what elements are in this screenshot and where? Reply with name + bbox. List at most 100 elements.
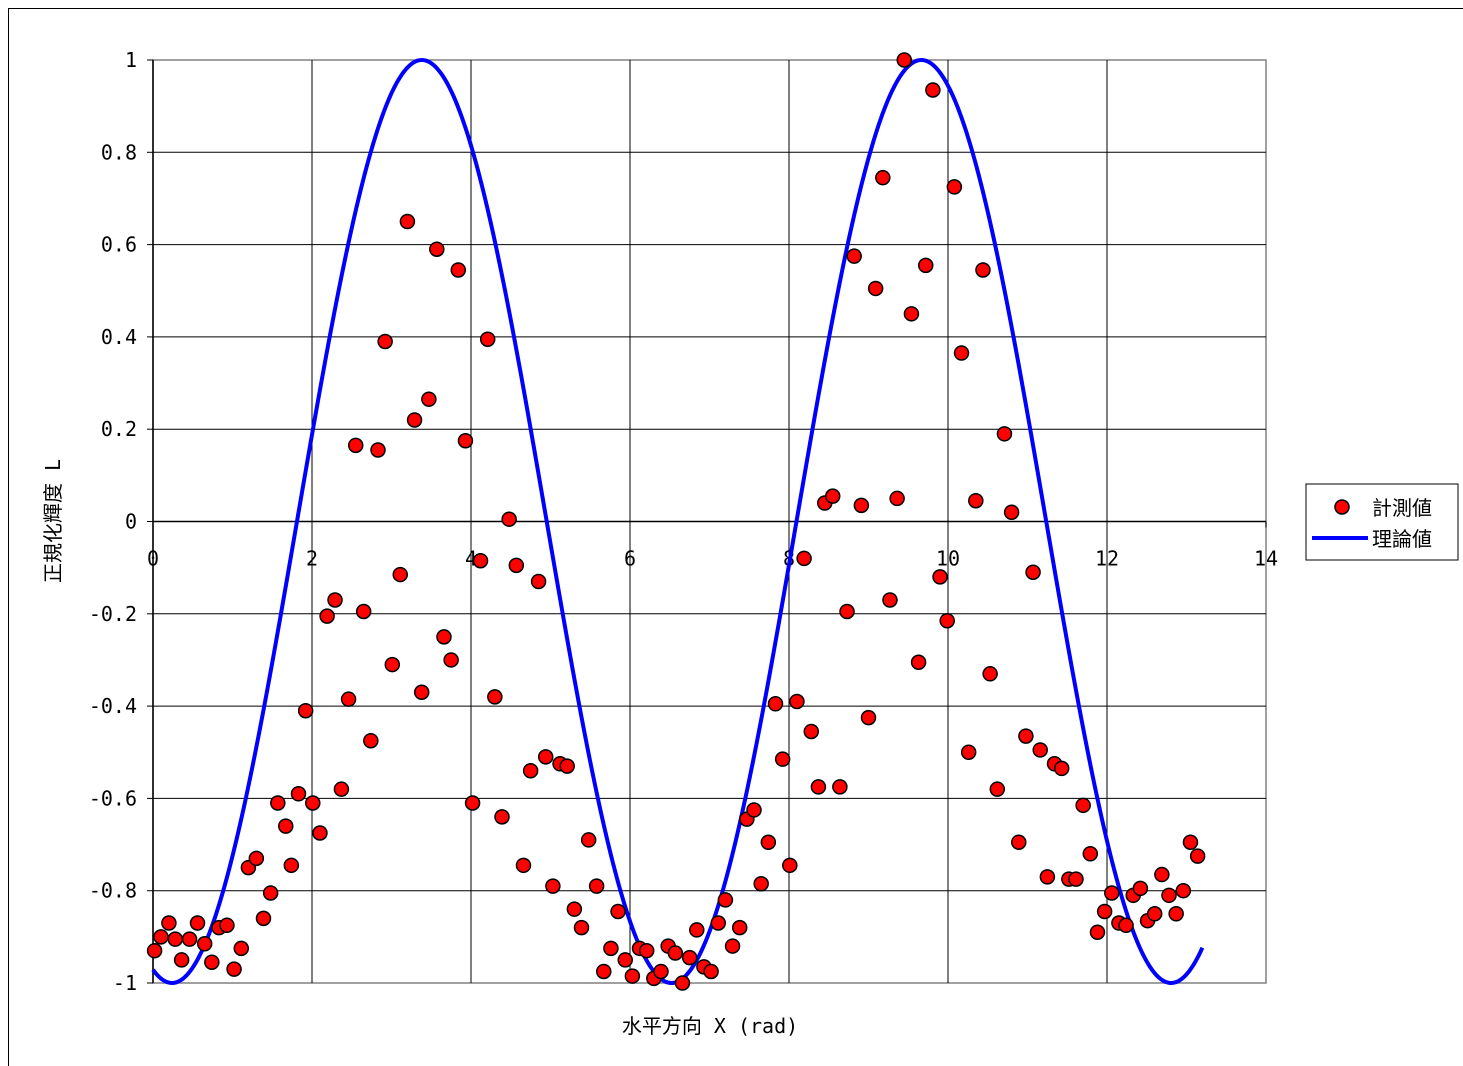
measured-point — [559, 758, 575, 774]
measured-point — [1175, 882, 1192, 899]
measured-point — [363, 732, 379, 749]
measured-point — [767, 696, 784, 712]
legend-scatter-marker — [1334, 499, 1350, 515]
measured-point — [501, 511, 517, 527]
measured-point — [153, 929, 169, 945]
measured-point — [283, 857, 300, 874]
measured-point — [753, 876, 769, 892]
measured-point — [436, 629, 452, 645]
measured-point — [1011, 834, 1027, 850]
measured-point — [333, 781, 350, 797]
measured-point — [832, 779, 848, 795]
plot-area: -1-0.8-0.6-0.4-0.200.20.40.60.81 0 2 4 6 8 10… — [89, 48, 1278, 995]
measured-point — [181, 931, 198, 947]
measured-point — [196, 936, 213, 952]
measured-point — [803, 723, 820, 740]
measured-point — [494, 809, 510, 825]
measured-point — [248, 850, 265, 867]
measured-point — [746, 802, 762, 818]
measured-point — [1104, 885, 1120, 901]
measured-point — [255, 910, 272, 927]
measured-point — [903, 306, 920, 322]
measured-point — [596, 963, 612, 980]
measured-point — [1146, 906, 1163, 922]
measured-point — [996, 426, 1013, 442]
measured-point — [960, 744, 977, 760]
measured-point — [1189, 848, 1206, 864]
measured-point — [450, 262, 467, 278]
legend-label-theory: 理論値 — [1372, 527, 1432, 551]
measured-point — [573, 919, 590, 936]
measured-point — [161, 915, 177, 931]
measured-point — [724, 938, 741, 954]
measured-point — [270, 795, 286, 811]
measured-point — [624, 968, 641, 984]
y-tick-label: -0.8 — [89, 879, 137, 903]
measured-point — [638, 942, 655, 959]
measured-point — [413, 684, 430, 700]
measured-point — [789, 693, 805, 710]
measured-point — [681, 949, 698, 966]
measured-point — [782, 857, 798, 874]
measured-point — [399, 213, 416, 230]
measured-point — [889, 490, 905, 507]
measured-point — [617, 952, 633, 968]
measured-point — [1075, 797, 1091, 814]
measured-point — [810, 779, 827, 795]
measured-point — [472, 552, 489, 569]
measured-point — [406, 412, 423, 428]
measured-point — [875, 169, 891, 186]
measured-point — [167, 931, 184, 947]
measured-point — [429, 241, 445, 257]
measured-point — [968, 492, 984, 509]
measured-point — [278, 818, 294, 834]
y-tick-label: 0.2 — [101, 417, 137, 441]
measured-point — [305, 795, 321, 811]
y-tick-label: 1 — [125, 48, 137, 72]
measured-point — [853, 497, 870, 514]
legend: 計測値 理論値 — [1305, 483, 1459, 561]
measured-point — [653, 963, 669, 980]
y-tick-label: 0.6 — [101, 233, 137, 257]
y-tick-label: 0 — [125, 510, 137, 534]
measured-point — [545, 878, 561, 894]
measured-point — [1118, 917, 1134, 934]
measured-point — [982, 666, 998, 682]
measured-point — [882, 592, 898, 608]
measured-point — [975, 262, 991, 278]
measured-point — [925, 82, 941, 98]
measured-point — [262, 885, 279, 901]
measured-point — [860, 709, 877, 726]
measured-point — [703, 963, 719, 980]
measured-point — [953, 345, 970, 361]
measured-point — [1096, 903, 1113, 920]
measured-point — [1068, 871, 1084, 887]
measured-points-layer — [146, 52, 1206, 991]
measured-point — [710, 915, 726, 931]
x-tick-label: 12 — [1095, 547, 1119, 571]
measured-point — [588, 878, 605, 894]
measured-point — [384, 656, 401, 673]
measured-point — [377, 333, 393, 350]
measured-point — [219, 917, 235, 934]
measured-point — [867, 280, 884, 297]
measured-point — [1003, 504, 1020, 521]
x-tick-label: 6 — [624, 547, 636, 571]
measured-point — [1182, 834, 1199, 850]
measured-point — [319, 608, 335, 624]
x-tick-label: 2 — [306, 547, 318, 571]
measured-point — [932, 569, 948, 585]
measured-point — [796, 550, 812, 567]
measured-point — [443, 652, 459, 668]
measured-point — [226, 961, 242, 977]
measured-point — [355, 603, 372, 620]
measured-point — [297, 702, 314, 719]
measured-point — [204, 954, 220, 970]
measured-point — [580, 832, 597, 848]
measured-point — [173, 952, 190, 968]
measured-point — [487, 689, 503, 705]
measured-point — [233, 940, 249, 957]
measured-point — [674, 975, 691, 991]
measured-point — [689, 922, 705, 938]
